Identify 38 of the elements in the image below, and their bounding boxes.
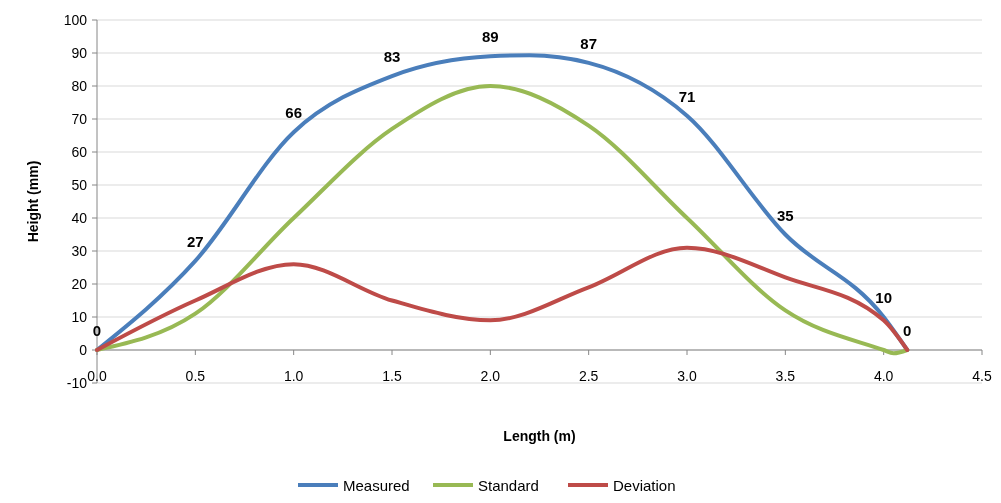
data-label: 89: [481, 28, 499, 46]
y-tick-label: 10: [71, 309, 88, 325]
y-tick-label: 60: [71, 144, 88, 160]
y-tick-label: 80: [71, 78, 88, 94]
x-axis-title: Length (m): [503, 428, 576, 444]
data-label: 0: [903, 322, 912, 339]
x-tick-label: 3.0: [677, 368, 697, 384]
data-label: 35: [776, 206, 794, 224]
x-tick-label: 3.5: [775, 368, 796, 384]
x-tick-label: 2.0: [480, 368, 501, 384]
data-label: 0: [92, 322, 102, 339]
legend-label: Deviation: [613, 477, 676, 494]
y-tick-label: 90: [71, 45, 88, 61]
y-tick-label: 30: [71, 243, 88, 259]
data-label: 66: [285, 104, 303, 122]
legend-label: Measured: [343, 477, 410, 494]
y-tick-label: 40: [71, 210, 88, 226]
x-tick-label: 4.5: [972, 368, 992, 384]
data-label: 71: [678, 87, 696, 105]
data-label: 27: [186, 232, 204, 250]
x-tick-label: 4.0: [873, 368, 894, 384]
data-label: 10: [875, 289, 893, 306]
y-tick-label: 20: [71, 276, 88, 292]
x-tick-label: 2.5: [578, 368, 599, 384]
y-tick-label: 0: [79, 342, 88, 358]
data-label: 83: [383, 48, 401, 66]
x-tick-label: 0.0: [87, 368, 107, 384]
x-tick-label: 1.5: [382, 368, 402, 384]
y-tick-label: -10: [66, 375, 88, 391]
y-axis-title: Height (mm): [25, 160, 41, 243]
line-series: [95, 245, 910, 352]
x-tick-label: 1.0: [283, 368, 304, 384]
x-tick-label: 0.5: [185, 368, 206, 384]
legend-label: Standard: [478, 477, 539, 494]
y-tick-label: 50: [71, 177, 88, 193]
data-label: 87: [580, 34, 598, 52]
y-tick-label: 70: [71, 111, 88, 127]
y-tick-label: 100: [63, 12, 88, 28]
